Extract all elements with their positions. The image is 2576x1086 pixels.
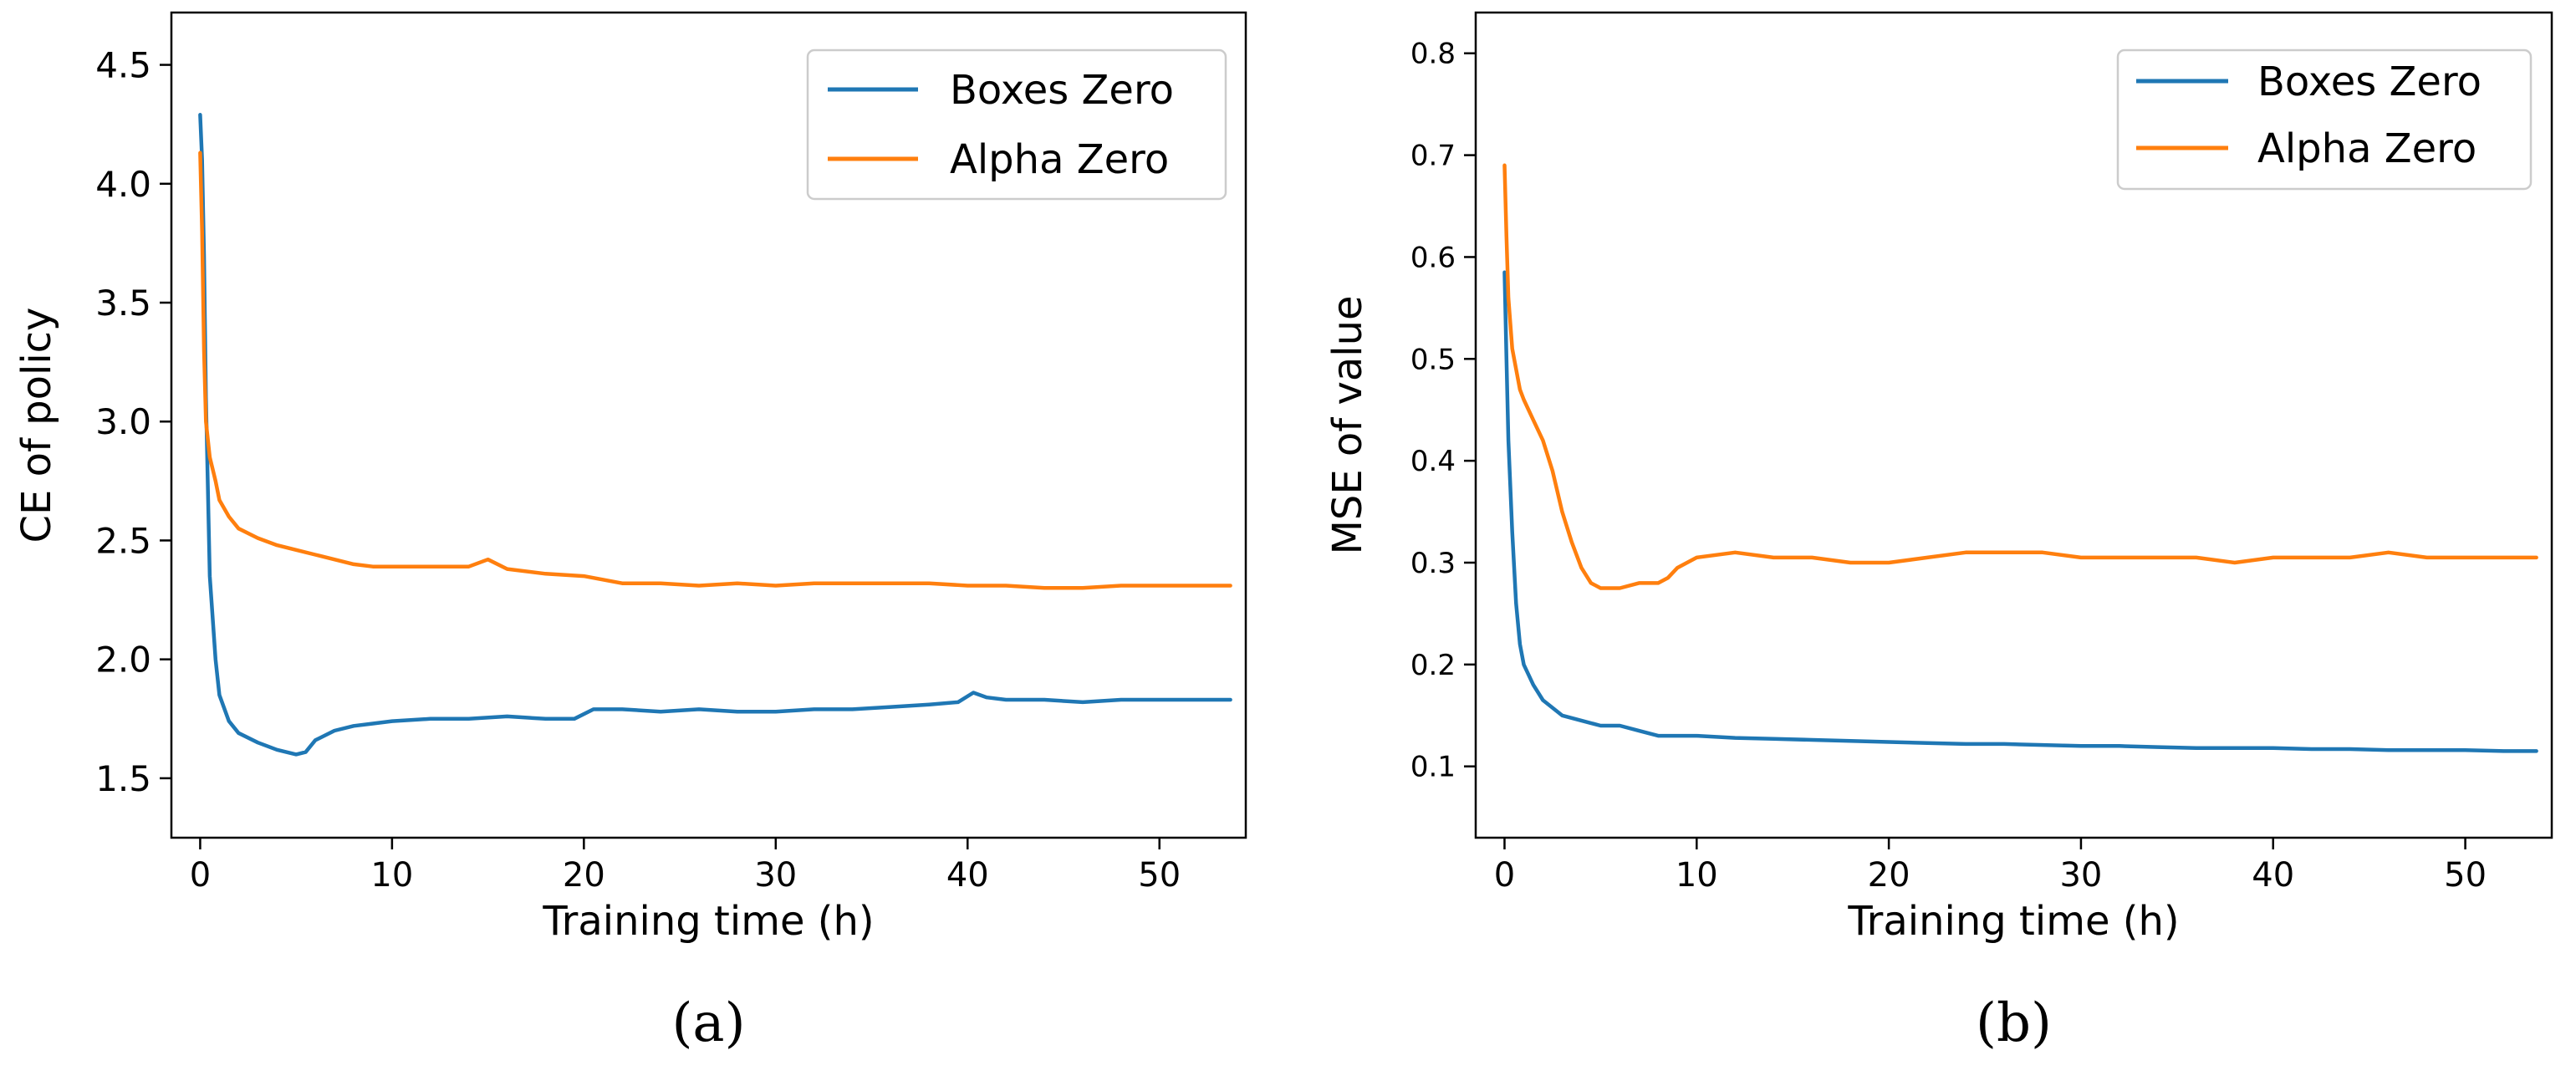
series-line-boxes-zero	[198, 113, 1232, 757]
y-tick-label: 0.8	[1410, 38, 1456, 71]
chart-panel-a: 0 10 20 30 40 50 1.5 2.0 2.5 3.0 3.5 4.0 4.5 Training…	[13, 11, 1247, 1054]
panel-label: (a)	[671, 992, 745, 1054]
chart-panel-b: 0 10 20 30 40 50 0.1 0.2 0.3 0.4 0.5 0.6 0.7 0.8 Train…	[1324, 11, 2553, 1054]
x-tick-label: 30	[754, 856, 797, 895]
plot-frame	[170, 11, 1247, 839]
y-tick-label: 0.6	[1410, 241, 1456, 274]
x-tick-label: 0	[190, 856, 211, 895]
y-tick-label: 0.7	[1410, 140, 1456, 173]
y-tick-label: 3.5	[95, 283, 151, 324]
y-tick-label: 0.2	[1410, 649, 1456, 682]
y-tick-label: 2.0	[95, 640, 151, 681]
y-axis-label: MSE of value	[1324, 295, 1371, 554]
legend-box	[2116, 48, 2533, 191]
x-tick-label: 40	[2252, 856, 2294, 895]
series-line-alpha-zero	[1502, 163, 2538, 590]
x-axis-label: Training time (h)	[542, 898, 874, 945]
x-tick-label: 50	[1138, 856, 1181, 895]
series-line-boxes-zero	[1502, 270, 2538, 753]
x-tick-label: 10	[1676, 856, 1718, 895]
x-tick-label: 10	[370, 856, 413, 895]
x-tick-label: 20	[563, 856, 605, 895]
y-tick-label: 0.4	[1410, 445, 1456, 478]
legend-label-alpha-zero: Alpha Zero	[2257, 125, 2477, 172]
x-axis-label: Training time (h)	[1847, 898, 2179, 945]
legend-label-alpha-zero: Alpha Zero	[950, 136, 1169, 183]
x-tick-label: 40	[946, 856, 989, 895]
plot-frame	[1474, 11, 2553, 839]
y-tick-label: 1.5	[95, 758, 151, 799]
x-tick-label: 50	[2444, 856, 2487, 895]
y-tick-label: 4.5	[95, 45, 151, 86]
y-tick-label: 0.3	[1410, 547, 1456, 580]
series-line-alpha-zero	[198, 150, 1232, 590]
legend: Boxes Zero Alpha Zero	[806, 48, 1227, 201]
x-tick-label: 30	[2059, 856, 2102, 895]
y-axis-label: CE of policy	[13, 308, 60, 543]
y-tick-label: 0.5	[1410, 343, 1456, 376]
x-tick-label: 0	[1494, 856, 1515, 895]
y-tick-label: 2.5	[95, 520, 151, 561]
legend: Boxes Zero Alpha Zero	[2116, 48, 2533, 191]
y-tick-label: 0.1	[1410, 751, 1456, 784]
legend-label-boxes-zero: Boxes Zero	[2257, 59, 2482, 105]
y-tick-label: 4.0	[95, 164, 151, 205]
x-tick-label: 20	[1868, 856, 1910, 895]
panel-label: (b)	[1976, 992, 2052, 1054]
legend-label-boxes-zero: Boxes Zero	[950, 67, 1174, 114]
y-tick-label: 3.0	[95, 401, 151, 442]
